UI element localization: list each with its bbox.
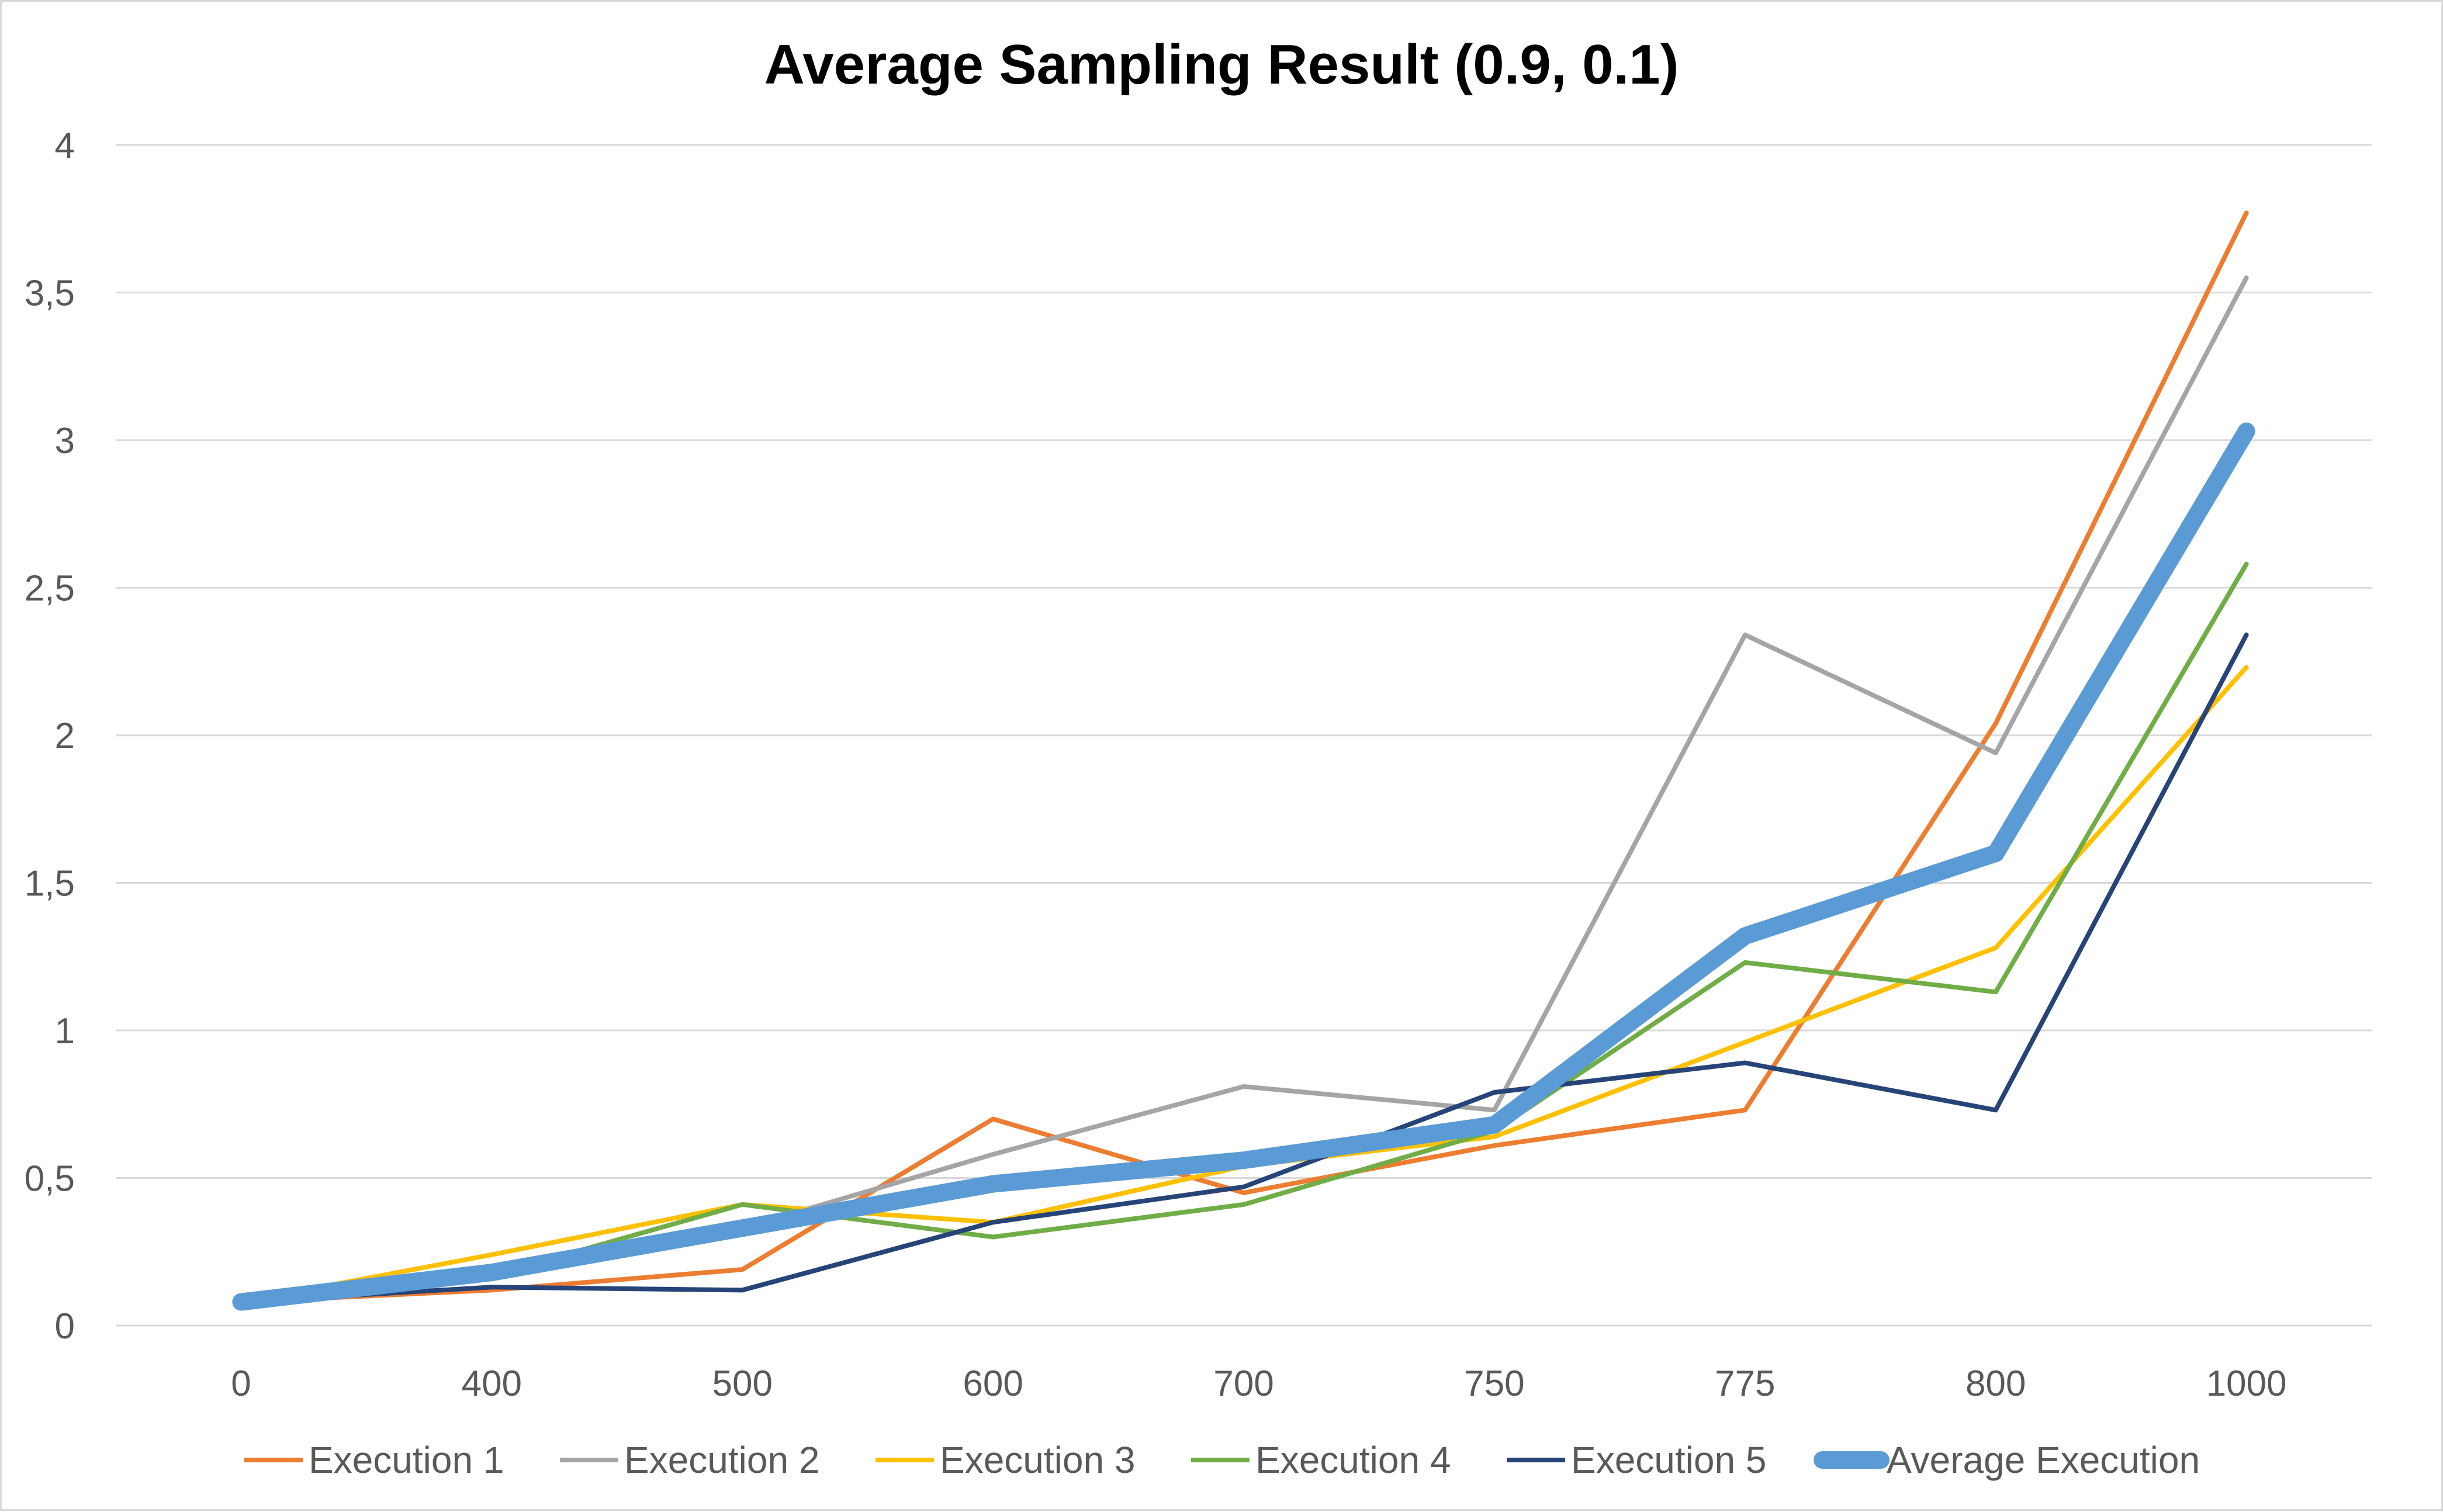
y-tick-label: 1,5 <box>25 864 75 904</box>
x-tick-label: 400 <box>462 1364 522 1404</box>
legend-label: Execution 4 <box>1255 1439 1451 1481</box>
series-line-execution-2 <box>238 275 2249 1305</box>
legend-label: Execution 5 <box>1571 1439 1766 1481</box>
legend-label: Execution 1 <box>309 1439 504 1481</box>
x-tick-label: 1000 <box>2206 1364 2287 1404</box>
series-lines <box>232 210 2255 1311</box>
x-tick-label: 0 <box>231 1364 251 1404</box>
y-tick-label: 2 <box>55 716 75 756</box>
legend-label: Execution 3 <box>940 1439 1135 1481</box>
legend-label: Execution 2 <box>624 1439 819 1481</box>
y-tick-label: 0 <box>55 1306 75 1347</box>
series-line-execution-1 <box>238 210 2249 1305</box>
x-tick-label: 800 <box>1966 1364 2026 1404</box>
x-tick-label: 600 <box>963 1364 1023 1404</box>
series-line-average-execution <box>232 422 2255 1311</box>
y-tick-label: 2,5 <box>25 569 75 609</box>
y-tick-label: 3,5 <box>25 274 75 314</box>
y-axis-ticks: 0 0,5 1 1,5 2 2,5 3 3,5 4 <box>25 126 75 1347</box>
gridlines <box>116 144 2372 1327</box>
series-line-execution-5 <box>238 632 2249 1305</box>
legend: Execution 1 Execution 2 Execution 3 Executi… <box>244 1439 2200 1481</box>
x-tick-label: 775 <box>1715 1364 1775 1404</box>
y-tick-label: 0,5 <box>25 1159 75 1199</box>
x-axis-ticks: 0 400 500 600 700 750 775 800 1000 <box>231 1364 2286 1404</box>
y-tick-label: 1 <box>55 1011 75 1051</box>
chart-title: Average Sampling Result (0.9, 0.1) <box>764 33 1679 96</box>
legend-label: Average Execution <box>1887 1439 2200 1481</box>
x-tick-label: 700 <box>1213 1364 1274 1404</box>
y-tick-label: 4 <box>55 126 75 166</box>
x-tick-label: 500 <box>712 1364 772 1404</box>
y-tick-label: 3 <box>55 421 75 461</box>
x-tick-label: 750 <box>1464 1364 1524 1404</box>
